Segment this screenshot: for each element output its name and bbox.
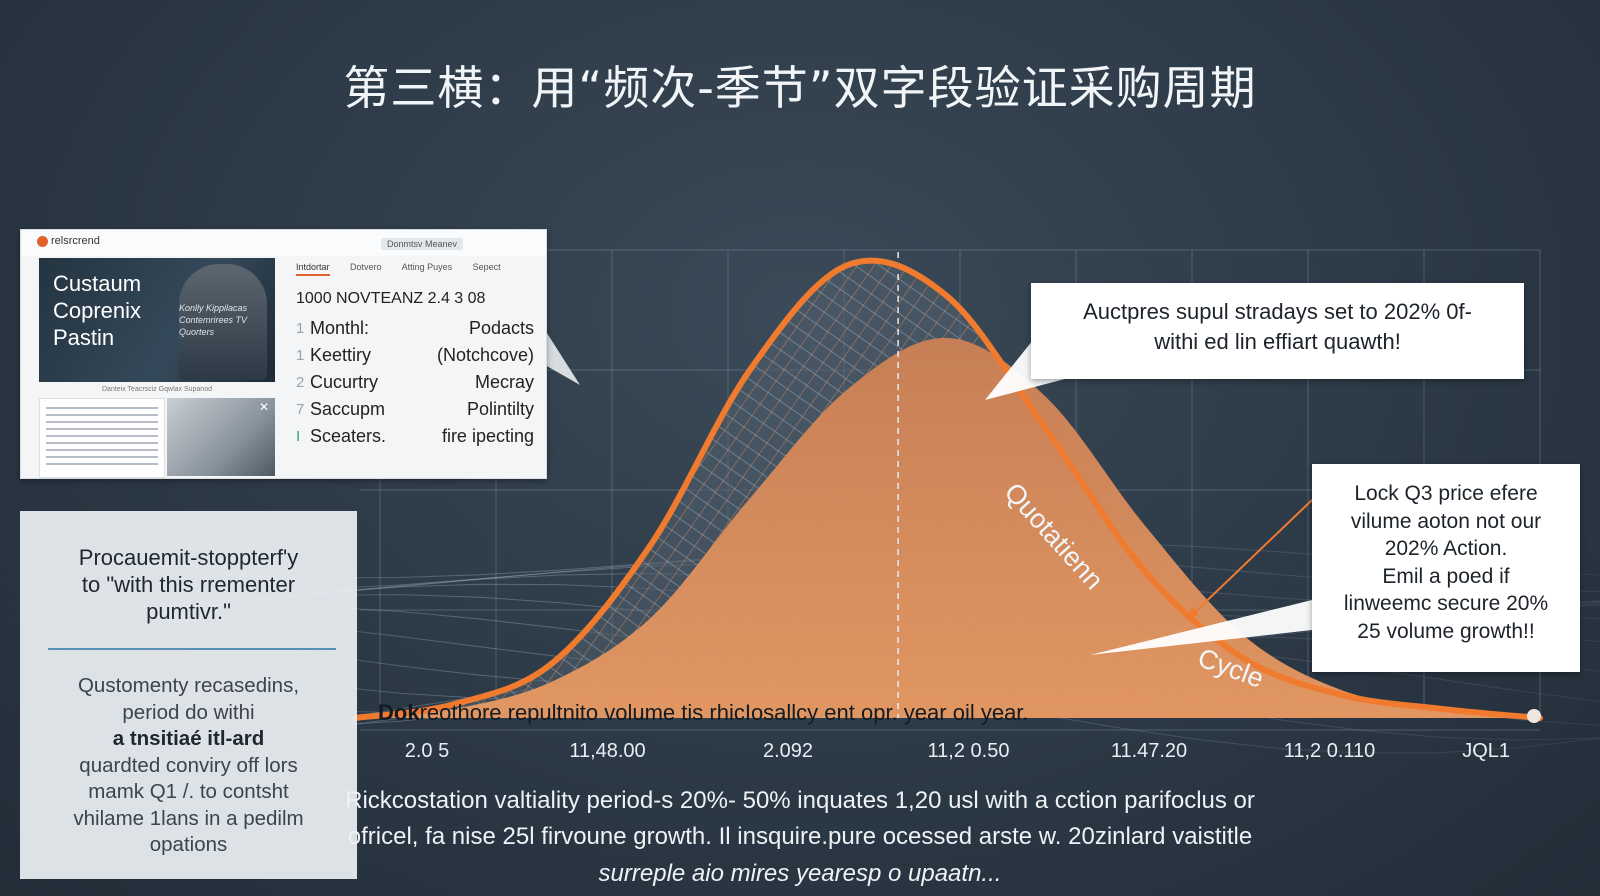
- x-axis-ticks: 2.0 5 11,48.00 2.092 11,2 0.50 11.47.20 11,2 …: [405, 740, 1510, 762]
- left-info-card: Procauemit-stoppterf'y to "with this rre…: [20, 511, 357, 879]
- row-right: (Notchcove): [436, 345, 534, 365]
- overlay-rest: reothore repultnito volume tis rhicIosal…: [419, 700, 1029, 725]
- hero-subcaption: Danteix Teacrsciz Gqwlax Supanod: [102, 386, 212, 393]
- row-number: 2: [296, 374, 305, 391]
- hero-caption: Konlly Kippilacas Contemrirees TV Quorte…: [179, 303, 248, 337]
- card-title-line: Procauemit-stoppterf'y: [78, 545, 299, 570]
- row-right: Mecray: [474, 372, 534, 392]
- caption-line: surreple aio mires yearesp o upaatn...: [598, 860, 1002, 887]
- card-body-line: Qustomenty recasedins,: [77, 674, 300, 697]
- close-icon[interactable]: ✕: [258, 400, 269, 414]
- document-thumbnail[interactable]: [39, 398, 165, 478]
- callout-line: Lock Q3 price efere: [1354, 482, 1538, 505]
- row-right: Podacts: [468, 318, 534, 338]
- tab-item[interactable]: Atting Puyes: [401, 262, 453, 272]
- row-left: Monthl:: [310, 318, 370, 338]
- x-tick-label: 11,2 0.110: [1284, 740, 1376, 762]
- caption-line: ofricel, fa nise 25l firvoune growth. Il…: [347, 823, 1253, 850]
- callout-right: Lock Q3 price efere vilume aoton not our…: [1312, 464, 1580, 672]
- end-point-marker: [1527, 709, 1541, 723]
- row-number: 1: [296, 347, 305, 364]
- callout-line: 202% Action.: [1384, 537, 1508, 560]
- table-row: 7 Saccupm Polintilty: [296, 399, 534, 426]
- hero-title-line: Pastin: [53, 325, 115, 350]
- tab-item[interactable]: Sepect: [472, 262, 501, 272]
- hero-title: Custaum Coprenix Pastin: [53, 270, 141, 351]
- row-number: 1: [296, 320, 305, 337]
- callout-line: linweemc secure 20%: [1343, 592, 1549, 615]
- table-row: I Sceaters. fire ipecting: [296, 426, 534, 453]
- screenshot-pointer: [545, 330, 580, 385]
- callout-line: Emil a poed if: [1382, 564, 1510, 588]
- x-tick-label: 2.0 5: [405, 740, 449, 762]
- screenshot-tabs: Intdortar Dotvero Atting Puyes Sepect: [296, 262, 519, 276]
- overlay-bold: Dok: [378, 700, 420, 725]
- hero-title-line: Custaum: [53, 271, 142, 296]
- header-button[interactable]: Donmtsv Meanev: [381, 238, 464, 250]
- info-table: 1 Monthl: Podacts 1 Keettiry (Notchcove) 2 Cu…: [296, 318, 534, 453]
- card-body: Qustomenty recasedins, period do withi a…: [20, 673, 357, 859]
- card-body-line: period do withi: [122, 700, 255, 724]
- card-body-line: vhilame 1lans in a pedilm: [73, 806, 304, 830]
- x-tick-label: JQL1: [1462, 740, 1510, 762]
- tab-item[interactable]: Intdortar: [296, 262, 330, 276]
- callout-pointer-right: [1090, 600, 1312, 655]
- row-left: Keettiry: [310, 345, 372, 365]
- outer-series-line: [352, 257, 1543, 721]
- callout-line: vilume aoton not our: [1350, 509, 1542, 533]
- card-divider: [48, 648, 336, 650]
- card-title: Procauemit-stoppterf'y to "with this rre…: [20, 544, 357, 625]
- x-tick-label: 2.092: [763, 740, 813, 762]
- chart-overlay-text: Dokreothore repultnito volume tis rhicIo…: [378, 700, 1029, 726]
- row-left: Sceaters.: [310, 426, 387, 446]
- card-body-line: a tnsitiaé itl-ard: [112, 727, 265, 750]
- hero-banner: Custaum Coprenix Pastin Konlly Kippilaca…: [39, 258, 275, 382]
- row-left: Cucurtry: [310, 372, 379, 392]
- screenshot-panel: relsrcrend Donmtsv Meanev Custaum Copren…: [20, 229, 547, 479]
- row-left: Saccupm: [310, 399, 386, 419]
- callout-line: 25 volume growth!!: [1357, 619, 1535, 643]
- table-row: 1 Monthl: Podacts: [296, 318, 534, 345]
- person-photo: [179, 264, 267, 380]
- card-title-line: to "with this rrementer: [81, 572, 296, 597]
- brand: relsrcrend: [37, 235, 100, 247]
- screenshot-topbar: relsrcrend Donmtsv Meanev: [21, 230, 546, 256]
- card-body-line: quardted conviry off lors: [79, 753, 298, 777]
- image-thumbnail[interactable]: ✕: [167, 398, 275, 476]
- row-number: 7: [296, 401, 305, 418]
- x-tick-label: 11,48.00: [569, 740, 645, 762]
- info-heading: 1000 NOVTEANZ 2.4 3 08: [296, 290, 486, 307]
- callout-arrowhead-right: [1186, 607, 1199, 621]
- row-number: I: [296, 428, 301, 445]
- callout-arrow-right: [1191, 499, 1313, 616]
- brand-logo-icon: [37, 235, 48, 247]
- callout-line: Auctpres supul stradays set to 202% 0f-: [1083, 299, 1472, 324]
- row-right: fire ipecting: [441, 426, 534, 446]
- hero-title-line: Coprenix: [53, 298, 142, 323]
- caption-line: Rickcostation valtiality period-s 20%- 5…: [345, 787, 1255, 814]
- page-title: 第三横：用“频次-季节”双字段验证采购周期: [343, 61, 1257, 115]
- card-body-line: opations: [149, 833, 228, 856]
- card-title-line: pumtivr.": [146, 599, 231, 624]
- x-tick-label: 11.47.20: [1111, 740, 1187, 762]
- table-row: 1 Keettiry (Notchcove): [296, 345, 534, 372]
- card-body-line: mamk Q1 /. to contsht: [88, 780, 289, 803]
- tab-item[interactable]: Dotvero: [350, 262, 382, 272]
- brand-name: relsrcrend: [51, 235, 100, 247]
- x-tick-label: 11,2 0.50: [928, 740, 1010, 762]
- callout-line: withi ed lin effiart quawth!: [1154, 329, 1401, 354]
- table-row: 2 Cucurtry Mecray: [296, 372, 534, 399]
- callout-top-right: Auctpres supul stradays set to 202% 0f- …: [1031, 283, 1524, 379]
- row-right: Polintilty: [466, 399, 534, 419]
- inner-series-area: [355, 337, 1540, 718]
